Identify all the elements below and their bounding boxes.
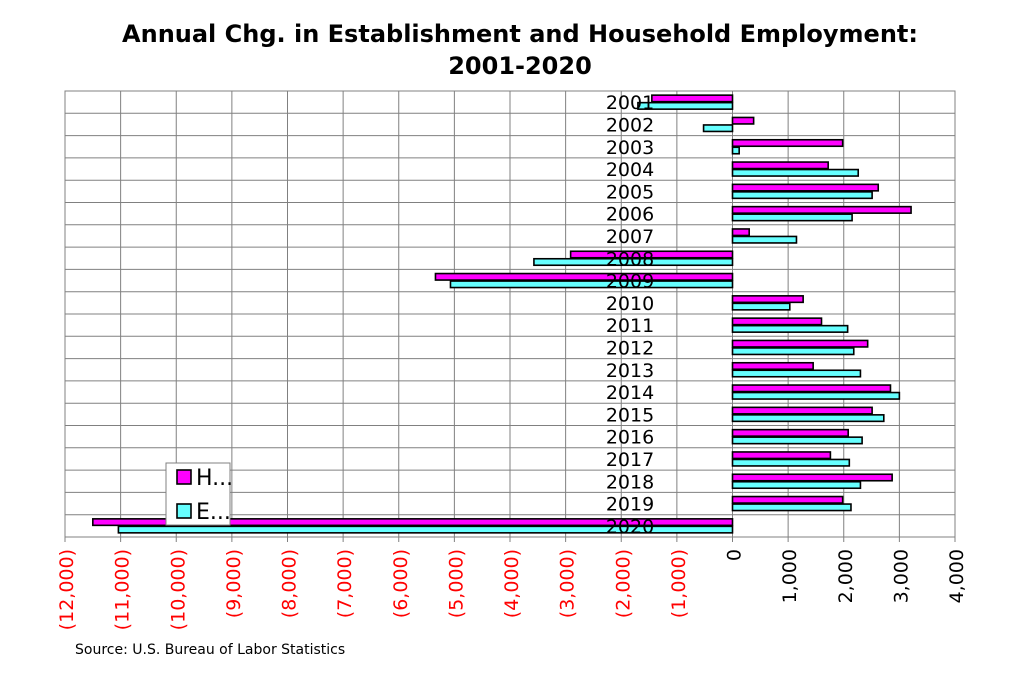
bar-series-2-2018 [731, 480, 862, 490]
legend-swatch-2 [176, 503, 192, 519]
bar-series-2-2010 [731, 302, 791, 311]
plot-border [64, 90, 956, 538]
bar-series-1-2017 [731, 451, 832, 460]
x-tick-label: (1,000) [668, 549, 690, 618]
y-category-label: 2014 [606, 382, 654, 404]
x-tick-label: (10,000) [167, 549, 189, 630]
bar-series-1-2013 [731, 361, 814, 371]
legend-label-1: H... [196, 466, 233, 491]
y-category-label: 2015 [606, 404, 654, 426]
y-category-label: 2003 [606, 137, 654, 159]
legend-label-2: E... [196, 500, 231, 525]
y-category-label: 2012 [606, 337, 654, 359]
bar-series-1-2011 [731, 317, 823, 326]
x-tick-label: (11,000) [112, 549, 134, 630]
x-tick-label: (5,000) [445, 549, 467, 618]
bar-series-1-2018 [731, 473, 893, 482]
bar-series-1-2006 [731, 205, 912, 214]
chart-title-line-2: 2001-2020 [448, 52, 592, 80]
x-tick-label: (2,000) [612, 549, 634, 618]
bar-series-1-2009 [434, 272, 734, 281]
x-tick-label: (7,000) [334, 549, 356, 618]
y-category-label: 2001 [606, 92, 654, 114]
bar-series-1-2007 [731, 228, 750, 237]
bar-series-1-2001 [651, 94, 734, 103]
bar-series-1-2002 [731, 116, 755, 125]
bar-series-2-2011 [731, 324, 849, 333]
y-category-label: 2004 [606, 159, 654, 181]
bar-series-1-2014 [731, 384, 892, 393]
y-category-label: 2002 [606, 114, 654, 136]
bar-series-2-2016 [731, 436, 863, 445]
bar-series-2-2001 [637, 101, 734, 110]
bar-series-2-2017 [731, 458, 851, 467]
bar-series-1-2016 [731, 428, 849, 437]
x-tick-label: 4,000 [946, 549, 968, 603]
x-tick-label: 1,000 [779, 549, 801, 603]
x-tick-label: (8,000) [279, 549, 301, 618]
chart-title: Annual Chg. in Establishment and Househo… [0, 18, 1024, 82]
bar-series-2-2007 [731, 235, 798, 244]
bar-series-2-2015 [731, 414, 885, 423]
bar-series-2-2013 [731, 369, 862, 378]
source-note: Source: U.S. Bureau of Labor Statistics [75, 642, 346, 658]
bar-series-1-2019 [731, 495, 844, 504]
bar-series-1-2010 [731, 295, 804, 304]
x-tick-label: 2,000 [835, 549, 857, 603]
bar-series-1-2012 [731, 339, 869, 348]
x-tick-label: (4,000) [501, 549, 523, 618]
x-tick-label: (6,000) [390, 549, 412, 618]
y-category-label: 2009 [606, 271, 654, 293]
x-tick-label: 3,000 [890, 549, 912, 603]
y-category-label: 2006 [606, 204, 654, 226]
bar-series-2-2014 [731, 391, 901, 400]
x-tick-label: (3,000) [557, 549, 579, 618]
y-category-label: 2018 [606, 471, 654, 493]
y-category-label: 2010 [606, 293, 654, 315]
legend-swatch-1 [176, 469, 192, 485]
y-category-label: 2013 [606, 360, 654, 382]
bar-series-2-2005 [731, 191, 873, 200]
y-category-label: 2020 [606, 516, 654, 538]
bar-series-1-2004 [731, 161, 829, 170]
bar-series-1-2020 [92, 518, 734, 527]
bar-series-2-2020 [117, 525, 734, 534]
x-tick-label: 0 [724, 549, 746, 561]
bar-series-2-2004 [731, 168, 860, 177]
bar-series-1-2015 [731, 406, 873, 415]
bar-series-2-2009 [449, 280, 734, 289]
y-category-label: 2017 [606, 449, 654, 471]
y-category-label: 2019 [606, 494, 654, 516]
y-category-label: 2008 [606, 248, 654, 270]
bar-series-2-2002 [702, 124, 734, 133]
x-tick-label: (12,000) [56, 549, 78, 630]
bar-series-1-2003 [731, 138, 844, 148]
y-category-label: 2005 [606, 181, 654, 203]
y-category-label: 2016 [606, 427, 654, 449]
chart-title-line-1: Annual Chg. in Establishment and Househo… [122, 20, 918, 48]
bar-series-2-2008 [533, 257, 734, 267]
bar-series-2-2012 [731, 347, 855, 356]
x-tick-label: (9,000) [223, 549, 245, 618]
bar-series-1-2008 [569, 250, 734, 259]
y-category-label: 2011 [606, 315, 654, 337]
bar-series-2-2003 [731, 146, 740, 155]
y-category-label: 2007 [606, 226, 654, 248]
bar-series-1-2005 [731, 183, 880, 192]
bar-series-2-2019 [731, 503, 852, 512]
bar-series-2-2006 [731, 213, 853, 222]
